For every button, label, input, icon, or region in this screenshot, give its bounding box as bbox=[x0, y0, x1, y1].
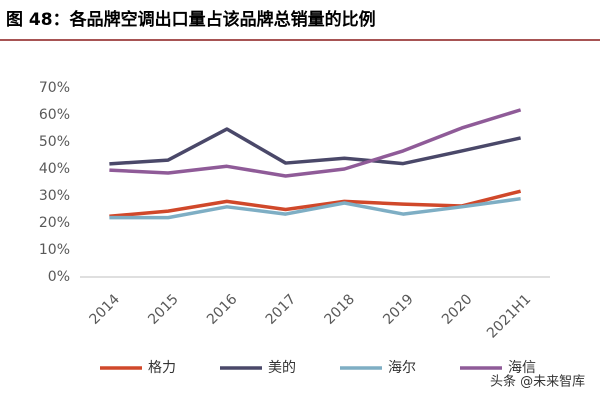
legend-label: 海信 bbox=[508, 360, 536, 376]
x-tick-label: 2020 bbox=[439, 291, 476, 328]
series-line bbox=[109, 189, 522, 218]
watermark: 头条 @未来智库 bbox=[490, 374, 585, 390]
y-tick-label: 60% bbox=[39, 107, 70, 123]
x-tick-label: 2019 bbox=[380, 291, 417, 328]
legend-label: 美的 bbox=[268, 360, 296, 376]
y-tick-label: 10% bbox=[39, 242, 70, 258]
series-line bbox=[109, 127, 522, 166]
legend-label: 海尔 bbox=[388, 360, 416, 376]
x-tick-label: 2018 bbox=[322, 291, 359, 328]
chart-title: 图 48：各品牌空调出口量占该品牌总销量的比例 bbox=[6, 9, 376, 30]
y-tick-label: 50% bbox=[39, 134, 70, 150]
x-tick-label: 2014 bbox=[87, 291, 124, 328]
x-tick-label: 2015 bbox=[145, 291, 182, 328]
y-tick-label: 0% bbox=[48, 269, 70, 285]
series-line bbox=[109, 196, 521, 220]
x-tick-label: 2017 bbox=[263, 291, 300, 328]
y-tick-label: 20% bbox=[39, 215, 70, 231]
x-tick-label: 2016 bbox=[204, 291, 241, 328]
y-tick-label: 70% bbox=[39, 80, 70, 96]
y-tick-label: 30% bbox=[39, 188, 70, 204]
legend-label: 格力 bbox=[148, 360, 176, 376]
x-tick-label: 2021H1 bbox=[484, 291, 534, 341]
series-line bbox=[109, 108, 522, 178]
y-tick-label: 40% bbox=[39, 161, 70, 177]
